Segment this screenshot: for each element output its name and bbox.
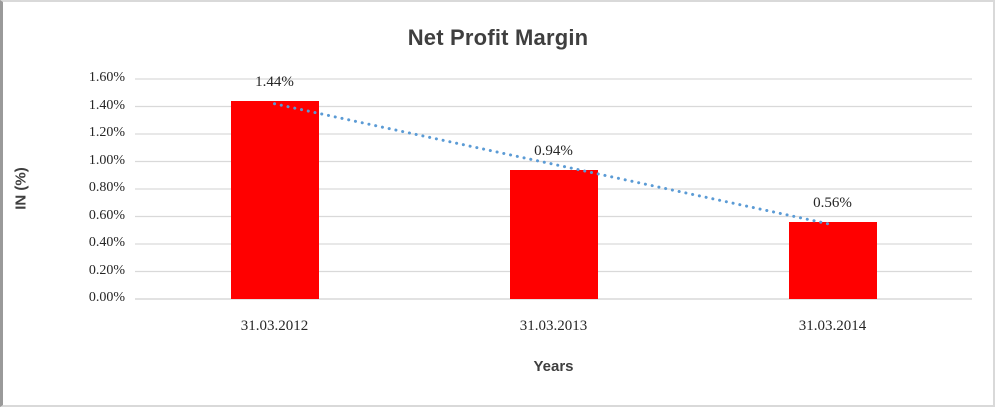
x-tick-label: 31.03.2014 bbox=[798, 318, 867, 334]
trendline-dotted bbox=[273, 102, 834, 227]
bar-31.03.2013 bbox=[509, 169, 598, 299]
x-tick-label: 31.03.2012 bbox=[240, 318, 309, 334]
y-tick-label: 0.80% bbox=[88, 180, 125, 195]
y-tick-label: 1.40% bbox=[88, 97, 125, 113]
bar-31.03.2012 bbox=[230, 101, 319, 299]
data-label: 1.44% bbox=[255, 74, 294, 90]
data-label: 0.94% bbox=[534, 142, 573, 159]
y-tick-label: 1.00% bbox=[88, 152, 125, 168]
y-tick-label: 1.60% bbox=[88, 70, 125, 85]
bar-31.03.2014 bbox=[788, 222, 877, 299]
data-label: 0.56% bbox=[813, 195, 852, 211]
x-tick-label: 31.03.2013 bbox=[519, 318, 588, 334]
y-tick-label: 1.20% bbox=[88, 125, 125, 140]
plot-area: 1.44% 0.94% 0.56% bbox=[135, 74, 972, 300]
y-tick-label: 0.20% bbox=[88, 262, 125, 278]
x-axis-title: Years bbox=[533, 358, 574, 375]
y-tick-label: 0.00% bbox=[88, 290, 125, 305]
y-axis-title: IN (%) bbox=[12, 167, 30, 210]
y-tick-label: 0.60% bbox=[88, 207, 125, 223]
y-tick-label: 0.40% bbox=[88, 235, 125, 250]
chart-title: Net Profit Margin bbox=[407, 25, 589, 50]
trendline bbox=[273, 102, 834, 227]
